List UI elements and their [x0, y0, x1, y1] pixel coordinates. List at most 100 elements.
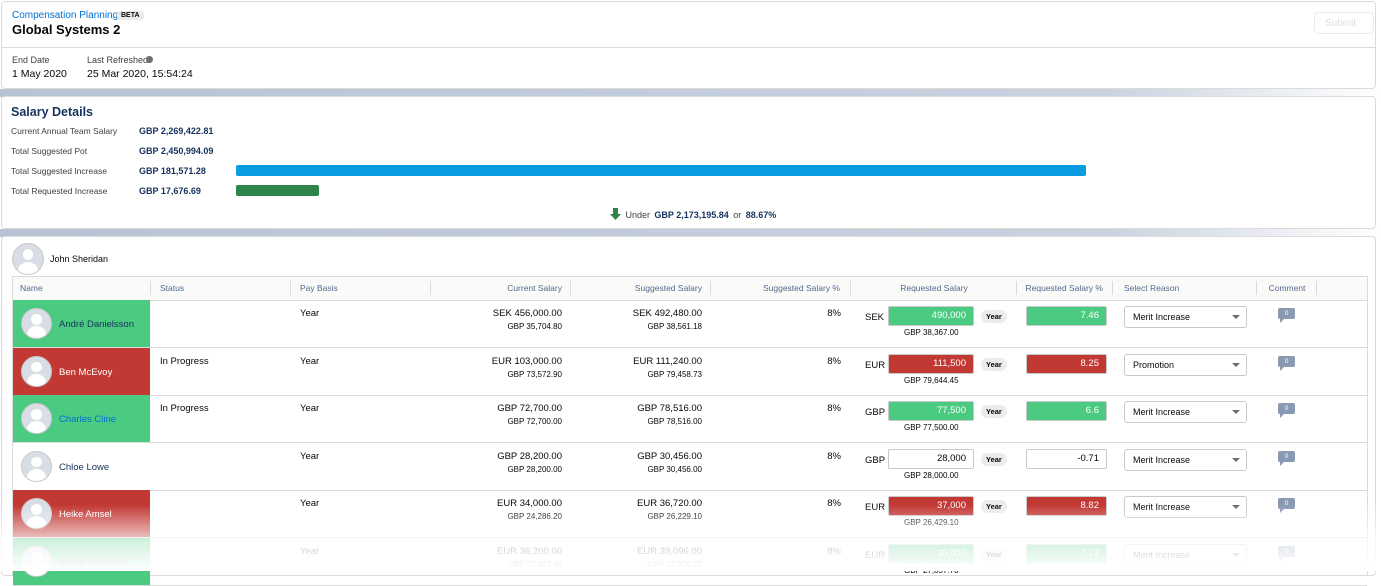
status: In Progress [160, 403, 209, 414]
requested-salary-gbp: GBP 79,644.45 [904, 375, 959, 385]
reason-select[interactable]: Promotion [1124, 353, 1247, 376]
reason-select[interactable]: Merit Increase [1124, 401, 1247, 423]
row-border [13, 394, 1367, 396]
requested-currency: GBP [865, 454, 886, 466]
comment-button[interactable]: 0 [1278, 308, 1295, 323]
submit-button[interactable]: Submit [1314, 12, 1374, 34]
employee-avatar [21, 403, 52, 434]
divider [2, 47, 1375, 48]
requested-salary-input[interactable]: 77,500 [888, 401, 974, 421]
detail-value: GBP 181,571.28 [139, 166, 206, 176]
period-badge: Year [981, 357, 1007, 371]
progress-bar [236, 165, 1086, 176]
pay-basis: Year [300, 545, 320, 557]
requested-pct-input[interactable]: 6.6 [1026, 401, 1107, 421]
requested-salary-gbp: GBP 26,429.10 [904, 518, 959, 527]
reason-select[interactable]: Merit Increase [1124, 448, 1247, 471]
column-header: Pay Basis [300, 283, 338, 293]
header-card [1, 1, 1376, 89]
end-date: 1 May 2020 [12, 68, 67, 80]
suggested-salary-gbp: GBP 38,561.18 [647, 322, 702, 331]
suggested-salary: GBP 78,516.00 [637, 403, 702, 414]
current-salary: GBP 72,700.00 [497, 403, 562, 414]
suggested-pct: 8% [827, 450, 841, 462]
comment-button[interactable]: 0 [1278, 403, 1295, 418]
pay-basis: Year [300, 355, 320, 367]
suggested-salary: GBP 30,456.00 [637, 450, 702, 462]
comment-button[interactable]: 0 [1278, 498, 1295, 513]
suggested-salary: EUR 111,240.00 [633, 355, 702, 367]
detail-value: GBP 2,269,422.81 [139, 126, 214, 136]
summary-joiner: or [733, 210, 742, 220]
suggested-salary: EUR 39,096.00 [637, 545, 702, 557]
period-badge: Year [981, 547, 1007, 561]
comment-button[interactable]: 0 [1278, 355, 1295, 371]
beta-badge: BETA [117, 11, 144, 20]
reason-select[interactable]: Merit Increase [1124, 543, 1247, 566]
app-link[interactable]: Compensation Planning [12, 10, 119, 21]
summary-prefix: Under [625, 210, 650, 220]
suggested-salary-gbp: GBP 79,458.73 [647, 369, 702, 379]
employee-avatar [21, 308, 52, 339]
reason-select[interactable]: Merit Increase [1124, 306, 1247, 328]
suggested-pct: 8% [827, 355, 841, 367]
requested-pct-input[interactable]: 8.82 [1026, 496, 1107, 516]
pay-basis: Year [300, 403, 320, 414]
requested-salary-input[interactable]: 28,000 [888, 448, 974, 469]
employee-avatar [21, 450, 52, 482]
progress-bar [236, 185, 319, 196]
requested-salary-gbp: GBP 27,857.70 [904, 565, 959, 575]
suggested-salary-gbp: GBP 30,456.00 [647, 464, 702, 474]
requested-pct-input[interactable]: 7.46 [1026, 306, 1107, 326]
employee-name[interactable]: Chloe Lowe [59, 461, 110, 473]
period-badge: Year [981, 310, 1007, 323]
employee-name[interactable]: Ben McEvoy [59, 366, 113, 378]
current-salary-gbp: GBP 28,200.00 [507, 464, 562, 474]
pay-basis: Year [300, 308, 320, 319]
column-separator [1016, 281, 1017, 295]
column-separator [710, 281, 711, 295]
employee-name[interactable]: Jonas Draedner [59, 556, 127, 568]
current-salary-gbp: GBP 72,700.00 [507, 417, 562, 426]
row-border [13, 442, 1367, 443]
requested-salary-gbp: GBP 28,000.00 [904, 470, 959, 480]
section-title: Salary Details [11, 105, 93, 119]
current-salary: SEK 456,000.00 [492, 308, 562, 319]
requested-currency: EUR [865, 359, 886, 371]
comment-button[interactable]: 0 [1278, 545, 1295, 561]
requested-salary-gbp: GBP 38,367.00 [904, 328, 959, 337]
summary-amount: GBP 2,173,195.84 [654, 210, 729, 220]
column-separator [1112, 281, 1113, 295]
column-separator [290, 281, 291, 295]
employee-name[interactable]: Heike Amsel [59, 509, 112, 520]
table-header [13, 277, 1367, 301]
info-icon[interactable] [146, 56, 153, 63]
row-border [13, 489, 1367, 491]
reason-select[interactable]: Merit Increase [1124, 496, 1247, 518]
separator-band [0, 89, 1381, 97]
requested-salary-input[interactable]: 111,500 [888, 353, 974, 374]
row-border [13, 347, 1367, 348]
detail-label: Total Suggested Increase [11, 166, 107, 176]
suggested-salary: SEK 492,480.00 [632, 308, 702, 319]
current-salary-gbp: GBP 24,286.20 [507, 512, 562, 521]
employee-name[interactable]: André Danielsson [59, 319, 134, 330]
requested-pct-input[interactable]: 7.73 [1026, 543, 1107, 564]
comment-button[interactable]: 0 [1278, 450, 1295, 466]
under-summary: Under GBP 2,173,195.84 or 88.67% [610, 205, 776, 223]
column-separator [1256, 281, 1257, 295]
requested-salary-input[interactable]: 490,000 [888, 306, 974, 326]
down-arrow [610, 208, 621, 220]
requested-salary-input[interactable]: 39,000 [888, 543, 974, 564]
current-salary-gbp: GBP 35,704.80 [507, 322, 562, 331]
column-header: Requested Salary % [1025, 283, 1104, 293]
current-salary: EUR 103,000.00 [491, 355, 562, 367]
current-salary: EUR 36,200.00 [497, 545, 562, 557]
employee-name[interactable]: Charles Cline [59, 414, 117, 425]
period-badge: Year [981, 452, 1007, 466]
requested-salary-input[interactable]: 37,000 [888, 496, 974, 516]
requested-pct-input[interactable]: -0.71 [1026, 448, 1107, 469]
column-separator [570, 281, 571, 295]
requested-pct-input[interactable]: 8.25 [1026, 353, 1107, 374]
manager-name: John Sheridan [50, 254, 109, 264]
